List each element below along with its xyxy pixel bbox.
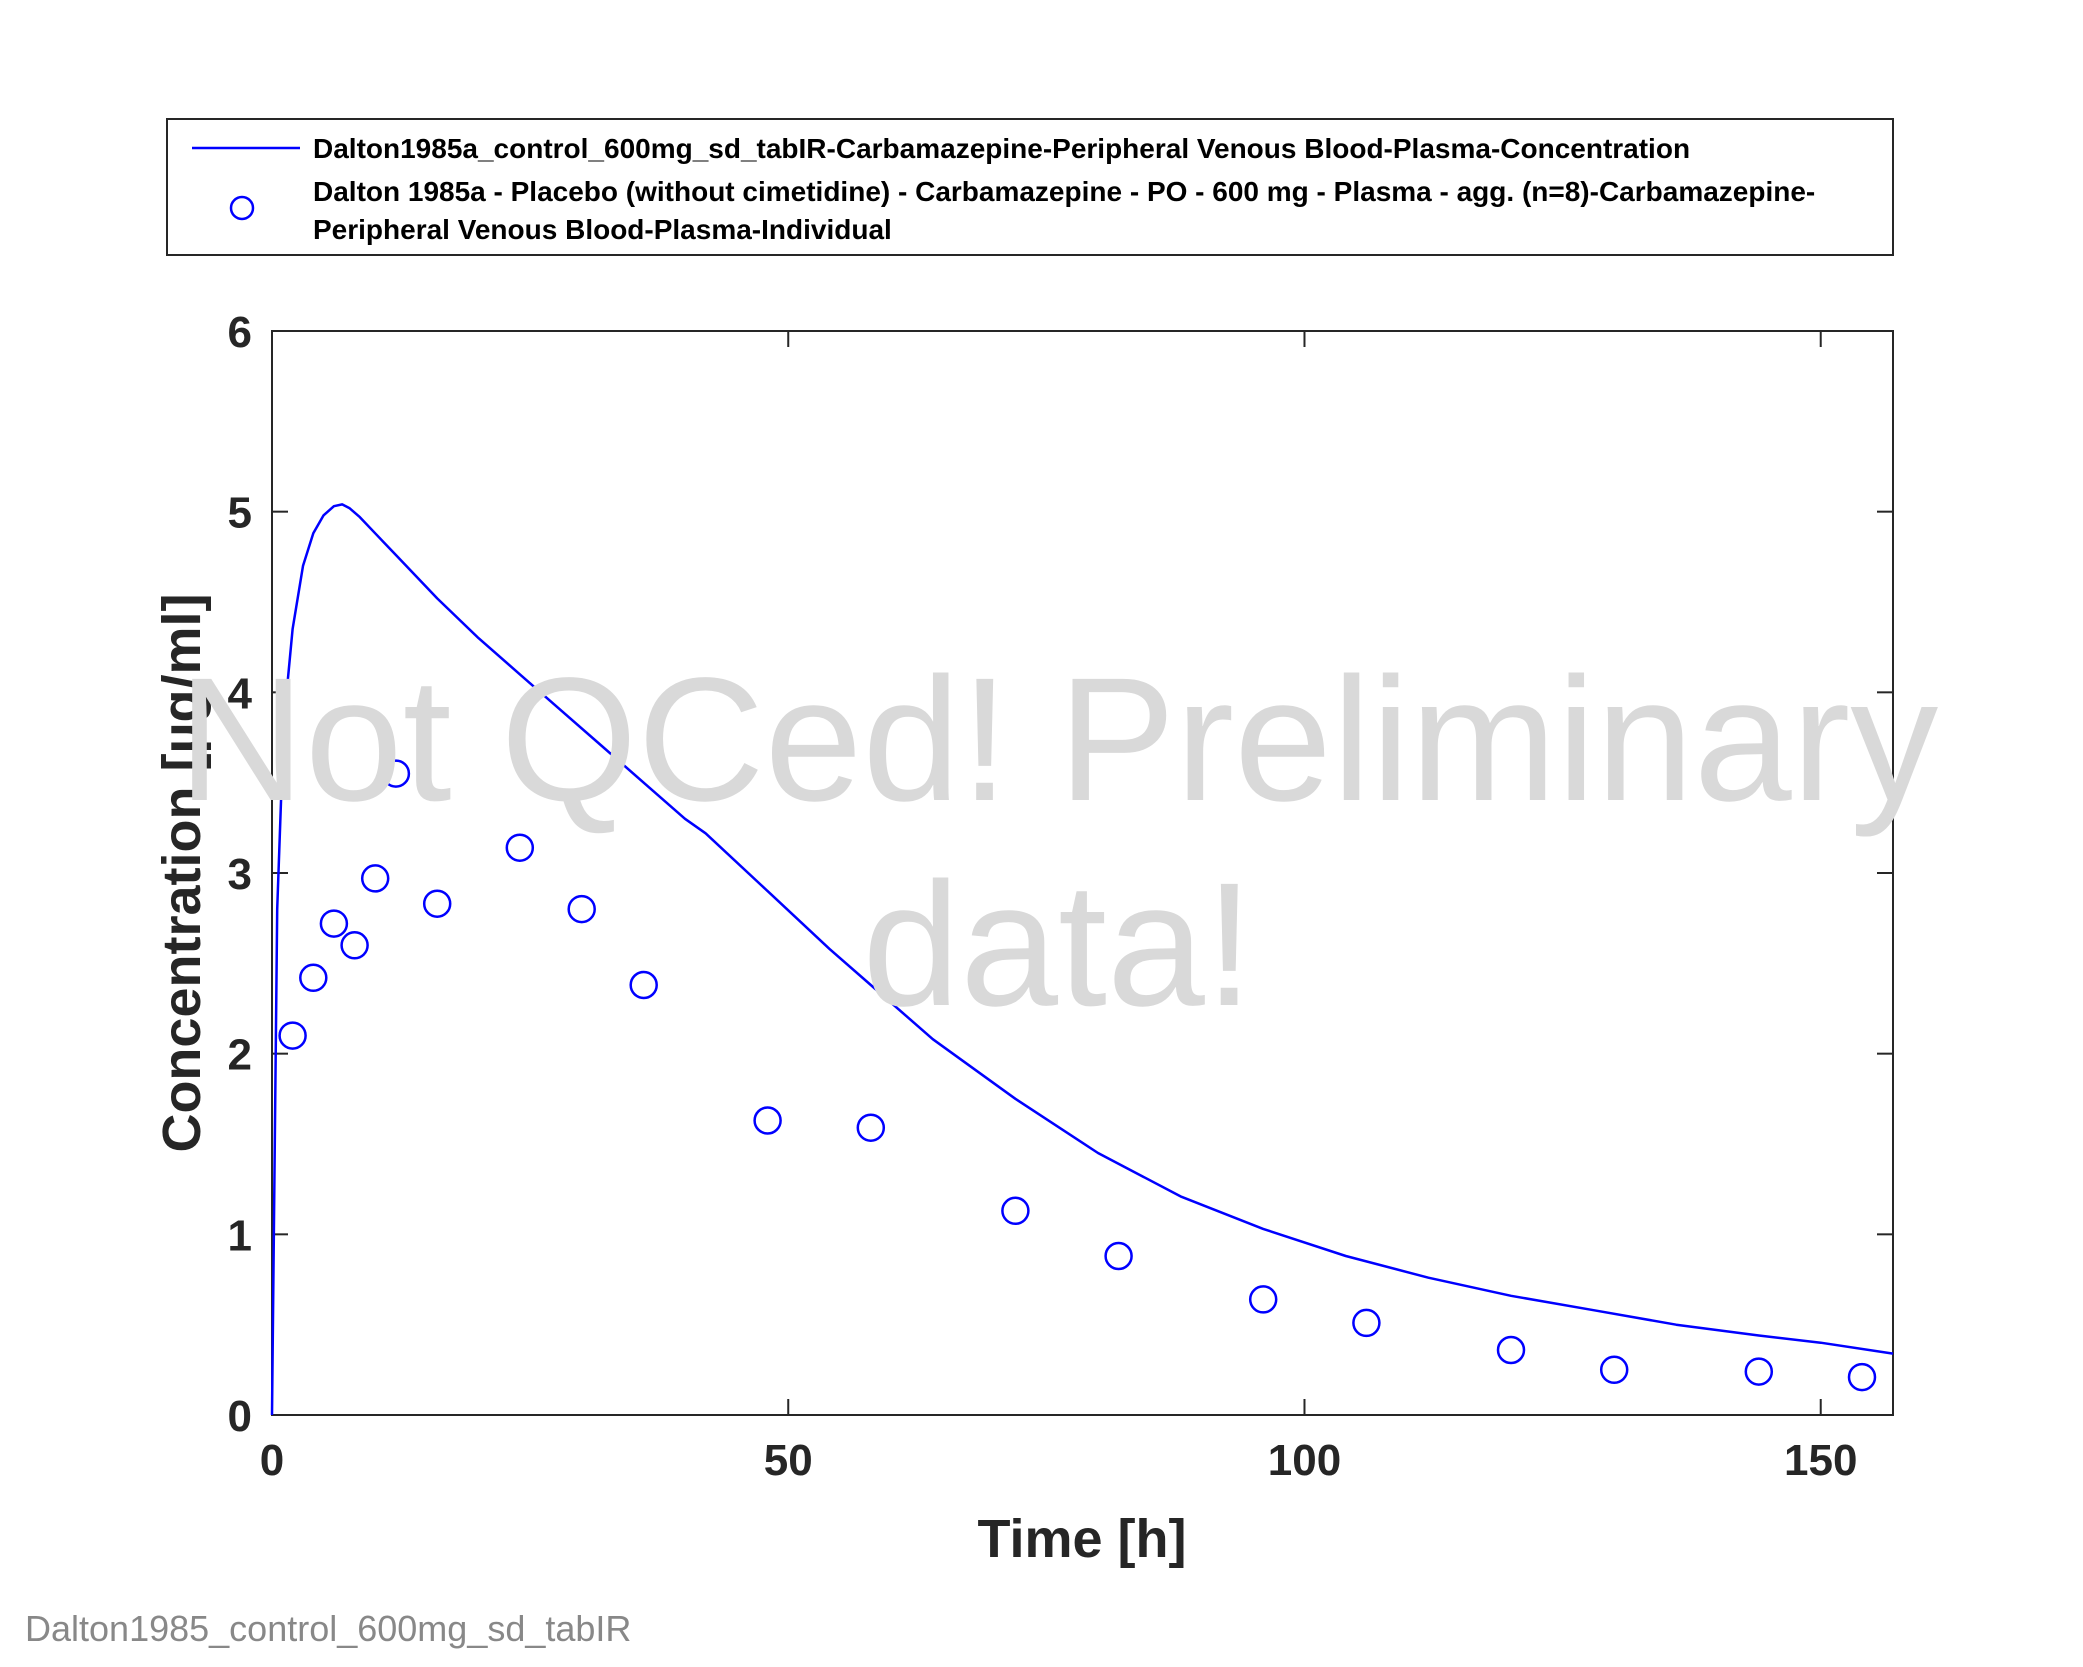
observed-data-point	[1104, 1241, 1133, 1271]
observed-data-point	[856, 1113, 886, 1142]
observed-data-point	[1847, 1362, 1877, 1392]
plot-area	[271, 330, 1894, 1416]
x-tick-label: 0	[260, 1436, 284, 1485]
observed-data-point	[505, 833, 535, 862]
y-tick-label: 6	[228, 308, 252, 357]
legend-marker-label-line1: Dalton 1985a - Placebo (without cimetidi…	[313, 176, 1815, 207]
x-tick-label: 100	[1268, 1436, 1341, 1485]
x-tick-label: 50	[764, 1436, 813, 1485]
observed-data-point	[629, 970, 658, 1000]
observed-data-point	[1248, 1285, 1278, 1314]
y-tick-label: 1	[228, 1211, 252, 1260]
observed-data-point	[360, 864, 390, 893]
y-tick-label: 5	[228, 489, 252, 538]
observed-data-point	[567, 894, 596, 924]
y-tick-label: 0	[228, 1392, 252, 1441]
observed-data-point	[299, 963, 328, 993]
observed-data-point	[1744, 1357, 1774, 1386]
data-series	[270, 503, 1894, 1416]
y-tick-label: 4	[228, 669, 253, 718]
observed-data-point	[753, 1106, 782, 1135]
observed-data-point	[1352, 1308, 1381, 1338]
observed-data-point	[340, 931, 369, 960]
y-tick-label: 3	[228, 850, 252, 899]
watermark: Not QCed! Preliminary data!	[178, 642, 1939, 1043]
observed-data-point	[422, 889, 452, 918]
simulation-line	[270, 503, 1894, 1416]
legend-box	[166, 118, 1894, 256]
observed-data-point	[319, 909, 349, 938]
observed-data-point	[1001, 1196, 1030, 1226]
legend-marker-label-line2: Peripheral Venous Blood-Plasma-Individua…	[313, 214, 892, 245]
observed-data-point	[278, 1021, 307, 1050]
legend-line-label: Dalton1985a_control_600mg_sd_tabIR-Carba…	[313, 133, 1690, 164]
y-tick-label: 2	[228, 1031, 252, 1080]
legend: Dalton1985a_control_600mg_sd_tabIR-Carba…	[166, 118, 1894, 256]
x-tick-label: 150	[1784, 1436, 1857, 1485]
watermark-line2: data!	[862, 847, 1253, 1043]
observed-data-point	[1496, 1335, 1526, 1365]
legend-marker-swatch	[229, 195, 255, 221]
y-axis-label: Concentration [µg/ml]	[152, 593, 212, 1152]
x-axis-label: Time [h]	[977, 1509, 1186, 1569]
observed-data-point	[381, 759, 411, 788]
axis-tick-labels: 0 50 100 150 0 1 2 3 4 5 6	[228, 308, 1858, 1485]
footer-label: Dalton1985_control_600mg_sd_tabIR	[25, 1608, 631, 1649]
observed-data-point	[1599, 1355, 1629, 1385]
watermark-line1: Not QCed! Preliminary	[178, 642, 1939, 838]
